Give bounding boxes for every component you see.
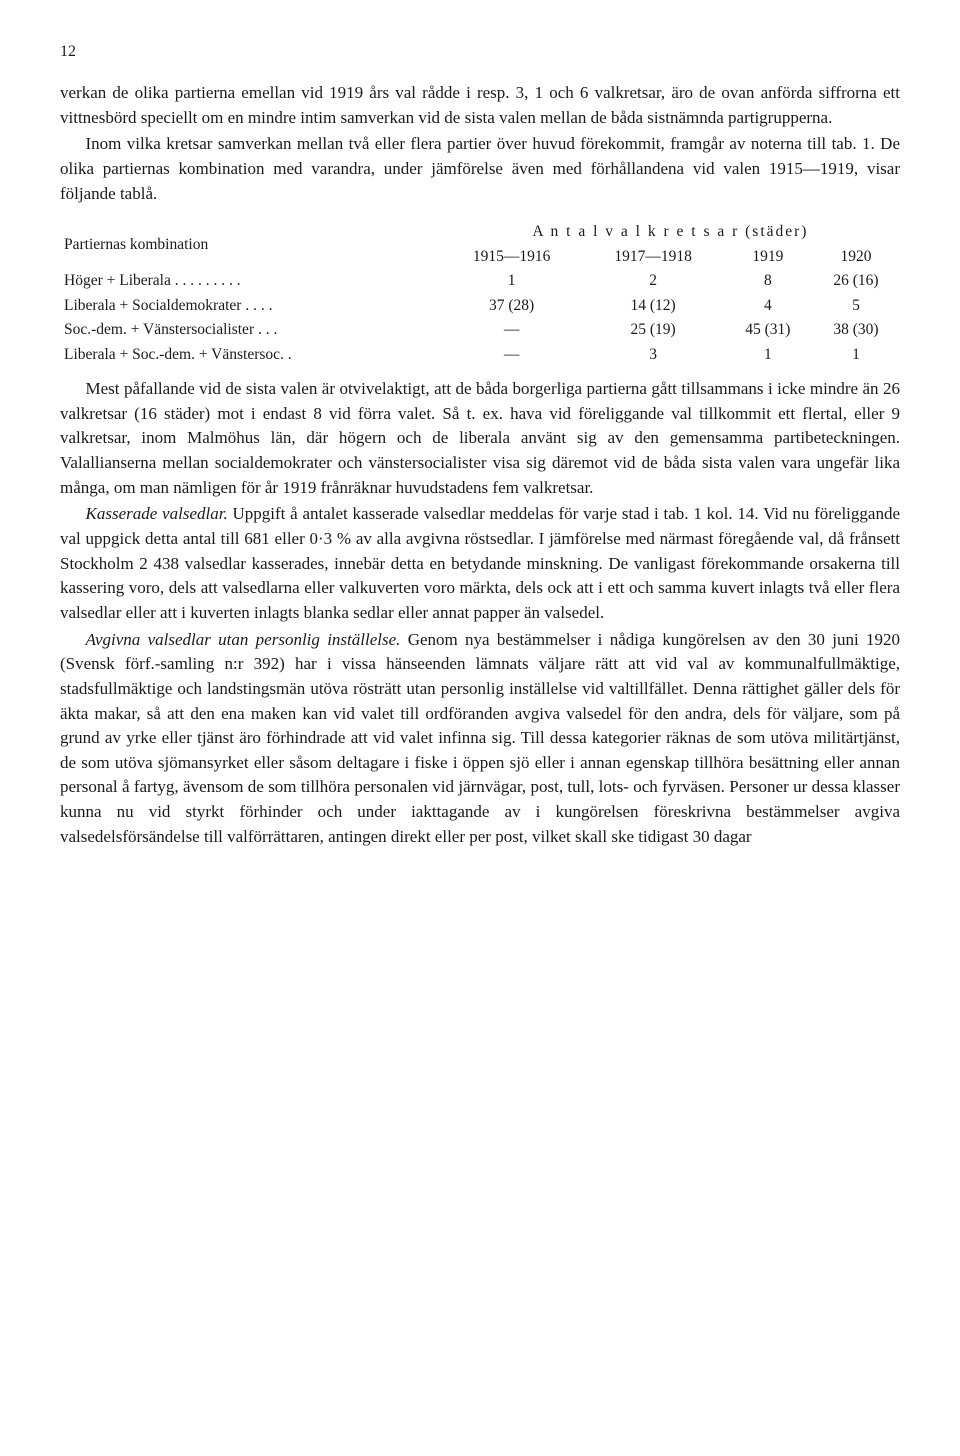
table-cell: 26 (16) <box>812 269 900 293</box>
table-cell: 3 <box>582 343 724 367</box>
paragraph-3: Mest påfallande vid de sista valen är ot… <box>60 377 900 500</box>
table-cell: 1 <box>812 343 900 367</box>
table-cell: 38 (30) <box>812 318 900 342</box>
table-col-1: 1917—1918 <box>582 245 724 269</box>
table-header-top: A n t a l v a l k r e t s a r (städer) <box>441 220 900 244</box>
table-cell: — <box>441 343 583 367</box>
paragraph-5-body: Genom nya bestämmelser i nådiga kungörel… <box>60 630 900 846</box>
table-row: Liberala + Socialdemokrater . . . . 37 (… <box>60 294 900 318</box>
table-left-heading: Partiernas kombination <box>60 220 441 269</box>
table-col-2: 1919 <box>724 245 812 269</box>
table-row-label: Liberala + Socialdemokrater . . . . <box>60 294 441 318</box>
table-row-label: Liberala + Soc.-dem. + Vänstersoc. . <box>60 343 441 367</box>
table-cell: 1 <box>441 269 583 293</box>
table-cell: 37 (28) <box>441 294 583 318</box>
table-cell: 8 <box>724 269 812 293</box>
table-cell: 4 <box>724 294 812 318</box>
combination-table: Partiernas kombination A n t a l v a l k… <box>60 220 900 367</box>
table-cell: — <box>441 318 583 342</box>
paragraph-5: Avgivna valsedlar utan personlig inställ… <box>60 628 900 850</box>
table-cell: 25 (19) <box>582 318 724 342</box>
table-col-0: 1915—1916 <box>441 245 583 269</box>
table-row-label: Höger + Liberala . . . . . . . . . <box>60 269 441 293</box>
table-row: Höger + Liberala . . . . . . . . . 1 2 8… <box>60 269 900 293</box>
table-row-label: Soc.-dem. + Vänstersocialister . . . <box>60 318 441 342</box>
section-title-avgivna: Avgivna valsedlar utan personlig inställ… <box>86 630 401 649</box>
table-col-3: 1920 <box>812 245 900 269</box>
paragraph-2: Inom vilka kretsar samverkan mellan två … <box>60 132 900 206</box>
table-cell: 5 <box>812 294 900 318</box>
table-row: Liberala + Soc.-dem. + Vänstersoc. . — 3… <box>60 343 900 367</box>
table-cell: 1 <box>724 343 812 367</box>
table-cell: 2 <box>582 269 724 293</box>
section-title-kasserade: Kasserade valsedlar. <box>86 504 228 523</box>
table-cell: 45 (31) <box>724 318 812 342</box>
table-cell: 14 (12) <box>582 294 724 318</box>
page-number: 12 <box>60 40 900 63</box>
paragraph-1: verkan de olika partierna emellan vid 19… <box>60 81 900 130</box>
table-row: Soc.-dem. + Vänstersocialister . . . — 2… <box>60 318 900 342</box>
paragraph-4: Kasserade valsedlar. Uppgift å antalet k… <box>60 502 900 625</box>
